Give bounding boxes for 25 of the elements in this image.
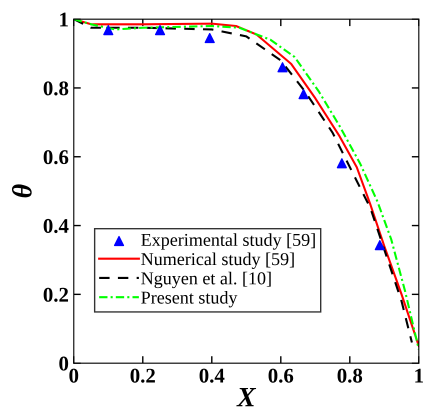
x-tick-label: 0.2 [130,368,155,383]
x-tick-label: 0.8 [338,368,362,383]
point [374,240,385,250]
y-tick-label: 0.2 [44,288,68,302]
y-axis-title: θ [12,184,32,198]
x-tick-label: 1 [415,368,423,382]
point [204,32,215,44]
x-tick-label: 0.4 [200,368,224,383]
y-tick-label: 1 [60,12,68,26]
legend-label: Numerical study [59] [141,252,294,269]
legend-label: Present study [141,290,238,308]
point [277,62,288,72]
x-axis-title: X [236,388,256,406]
legend-label: Nguyen et al. [10] [141,272,271,288]
point [298,89,309,100]
x-tick-label: 0 [69,368,78,383]
point [336,158,347,168]
x-tick-label: 0.6 [268,368,294,383]
y-tick-label: 0.4 [44,218,69,234]
y-tick-label: 0 [59,356,68,371]
point [103,25,114,36]
point [154,25,166,36]
y-tick-label: 0.6 [44,150,68,164]
y-tick-label: 0.8 [44,81,68,96]
legend-label: Experimental study [59] [141,233,315,250]
